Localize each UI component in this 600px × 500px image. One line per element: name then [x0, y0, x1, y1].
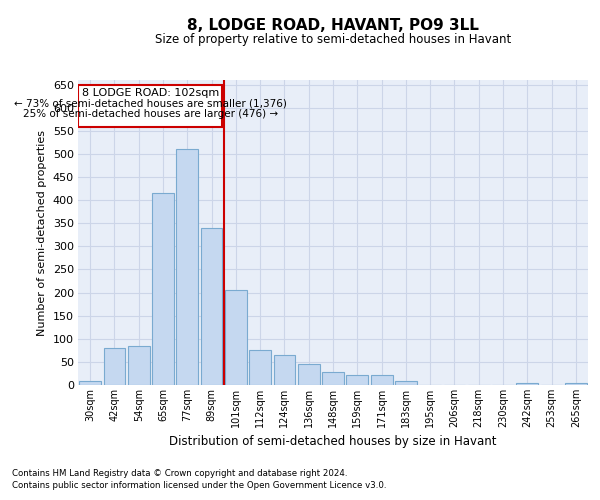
Bar: [395, 382, 417, 385]
Bar: [565, 382, 587, 385]
Text: Size of property relative to semi-detached houses in Havant: Size of property relative to semi-detach…: [155, 32, 511, 46]
Bar: [104, 348, 125, 385]
Bar: [128, 346, 149, 385]
Text: Contains public sector information licensed under the Open Government Licence v3: Contains public sector information licen…: [12, 481, 386, 490]
Bar: [274, 355, 295, 385]
FancyBboxPatch shape: [79, 84, 223, 127]
Bar: [517, 382, 538, 385]
Text: 25% of semi-detached houses are larger (476) →: 25% of semi-detached houses are larger (…: [23, 108, 278, 118]
Text: 8, LODGE ROAD, HAVANT, PO9 3LL: 8, LODGE ROAD, HAVANT, PO9 3LL: [187, 18, 479, 32]
Text: Contains HM Land Registry data © Crown copyright and database right 2024.: Contains HM Land Registry data © Crown c…: [12, 468, 347, 477]
Bar: [346, 375, 368, 385]
Bar: [225, 290, 247, 385]
Bar: [371, 375, 392, 385]
Bar: [79, 382, 101, 385]
Bar: [152, 193, 174, 385]
Bar: [200, 228, 223, 385]
Bar: [176, 150, 198, 385]
Text: ← 73% of semi-detached houses are smaller (1,376): ← 73% of semi-detached houses are smalle…: [14, 98, 287, 108]
Y-axis label: Number of semi-detached properties: Number of semi-detached properties: [37, 130, 47, 336]
Bar: [249, 350, 271, 385]
X-axis label: Distribution of semi-detached houses by size in Havant: Distribution of semi-detached houses by …: [169, 436, 497, 448]
Bar: [298, 364, 320, 385]
Bar: [322, 372, 344, 385]
Text: 8 LODGE ROAD: 102sqm: 8 LODGE ROAD: 102sqm: [82, 88, 219, 99]
